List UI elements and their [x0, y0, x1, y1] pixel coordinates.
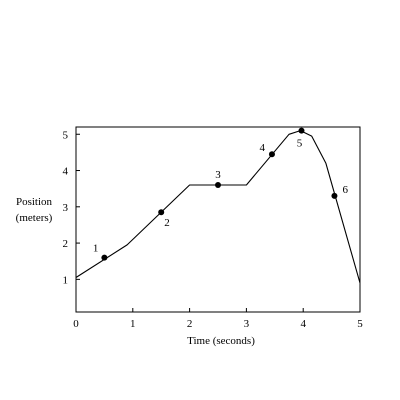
y-axis-title-line-2: (meters)	[16, 212, 53, 224]
data-point-1	[101, 254, 108, 261]
y-tick-label: 2	[63, 238, 69, 250]
y-axis-title-line-1: Position	[16, 196, 53, 208]
y-tick-label: 1	[63, 274, 69, 286]
data-point-label: 5	[297, 138, 303, 150]
points-layer: 1 2 3 4 5 6	[93, 127, 348, 261]
x-tick-label: 5	[357, 318, 363, 330]
x-tick-label: 1	[130, 318, 136, 330]
y-tick-label: 5	[63, 129, 69, 141]
data-point-label: 6	[342, 184, 348, 196]
data-point-label: 3	[215, 169, 221, 181]
y-tick-label: 3	[63, 202, 69, 214]
x-tick-label: 3	[244, 318, 250, 330]
data-point-label: 2	[164, 217, 170, 229]
series-layer	[75, 130, 361, 284]
x-tick-label: 2	[187, 318, 193, 330]
data-point-5	[298, 127, 305, 134]
data-point-4	[268, 151, 275, 158]
data-point-3	[215, 182, 221, 189]
data-point-label: 1	[93, 243, 99, 255]
x-tick-label: 0	[73, 318, 79, 330]
x-axis-ticks: 0 1 2 3 4 5	[73, 308, 363, 330]
plot-frame	[75, 126, 361, 313]
data-point-2	[158, 209, 165, 216]
position-series-line	[75, 130, 361, 284]
data-point-label: 4	[259, 142, 265, 154]
y-axis-ticks: 1 2 3 4 5	[63, 129, 80, 286]
x-axis-title: Time (seconds)	[187, 335, 255, 347]
x-tick-label: 4	[300, 318, 306, 330]
data-point-6	[331, 192, 338, 199]
y-tick-label: 4	[63, 166, 69, 178]
